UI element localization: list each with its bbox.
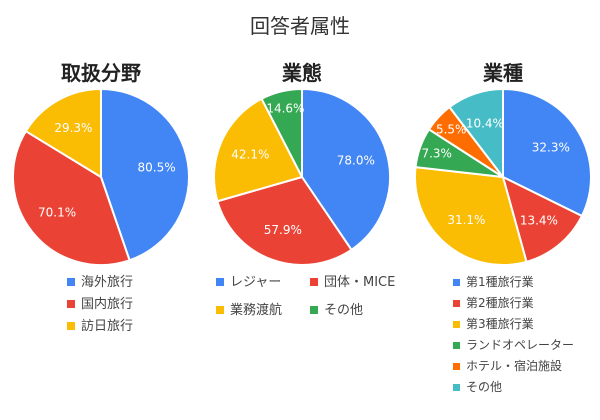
legend-swatch: [453, 300, 460, 307]
slice-value-label: 31.1%: [447, 213, 485, 227]
legend-swatch: [453, 342, 460, 349]
slice-value-label: 7.3%: [421, 146, 452, 160]
pie-slice: [448, 87, 504, 180]
slice-value-label: 42.1%: [231, 148, 269, 162]
pie-slice: [501, 175, 584, 264]
legend-label: 第2種旅行業: [466, 296, 534, 310]
legend-item: その他: [453, 380, 502, 394]
legend-item: 団体・MICE: [310, 275, 395, 290]
legend-item: ホテル・宿泊施設: [453, 358, 562, 373]
pie-slice: [12, 129, 131, 266]
legend-swatch: [216, 278, 224, 286]
pie-title: 業態: [282, 61, 322, 85]
pie-slice: [414, 165, 528, 267]
legend-label: 訪日旅行: [81, 318, 133, 334]
slice-value-label: 80.5%: [138, 161, 176, 175]
legend-swatch: [67, 300, 75, 308]
pie-slice: [260, 87, 303, 178]
legend-item: 海外旅行: [67, 275, 133, 290]
slice-value-label: 13.4%: [520, 213, 558, 227]
slice-value-label: 14.6%: [266, 102, 304, 116]
slice-value-label: 57.9%: [264, 223, 302, 237]
legend-label: レジャー: [230, 275, 281, 290]
pie-title: 業種: [483, 61, 523, 85]
legend-item: 訪日旅行: [67, 318, 133, 334]
legend-swatch: [67, 322, 75, 330]
legend-swatch: [216, 306, 224, 314]
legend-swatch: [310, 306, 318, 314]
legend-item: 第3種旅行業: [453, 317, 534, 331]
pie-slice: [24, 87, 102, 179]
slice-value-label: 78.0%: [337, 153, 375, 167]
legend-item: その他: [310, 303, 363, 318]
pie-slice: [502, 87, 592, 218]
legend-item: レジャー: [216, 275, 281, 290]
legend-label: 国内旅行: [81, 296, 133, 312]
legend-label: ランドオペレーター: [466, 338, 574, 352]
legend-label: 第3種旅行業: [466, 317, 534, 331]
legend-swatch: [453, 279, 460, 286]
legend-item: 国内旅行: [67, 296, 133, 312]
legend-item: 第1種旅行業: [453, 275, 534, 289]
pie-title: 取扱分野: [61, 61, 141, 85]
legend-swatch: [453, 384, 460, 391]
legend-item: ランドオペレーター: [453, 338, 574, 352]
legend-item: 業務渡航: [216, 302, 282, 318]
slice-value-label: 32.3%: [532, 140, 570, 154]
slice-value-label: 29.3%: [54, 121, 92, 135]
legend-swatch: [67, 278, 75, 286]
pie-slice: [301, 87, 391, 252]
pie-slice: [213, 97, 304, 203]
legend-label: その他: [324, 303, 363, 318]
slice-value-label: 70.1%: [38, 205, 76, 219]
legend-swatch: [310, 278, 318, 286]
legend-label: 第1種旅行業: [466, 275, 534, 289]
legend-label: ホテル・宿泊施設: [466, 358, 562, 373]
legend-label: 海外旅行: [81, 275, 133, 290]
legend-item: 第2種旅行業: [453, 296, 534, 310]
legend-label: その他: [466, 380, 502, 394]
chart-title: 回答者属性: [250, 14, 350, 38]
slice-value-label: 5.5%: [436, 122, 467, 136]
pie-slice: [216, 175, 353, 267]
legend-swatch: [453, 321, 460, 328]
legend-label: 団体・MICE: [324, 275, 395, 290]
legend-swatch: [453, 363, 460, 370]
pie-slice: [100, 87, 190, 262]
slice-value-label: 10.4%: [466, 117, 504, 131]
legend-label: 業務渡航: [230, 302, 282, 318]
